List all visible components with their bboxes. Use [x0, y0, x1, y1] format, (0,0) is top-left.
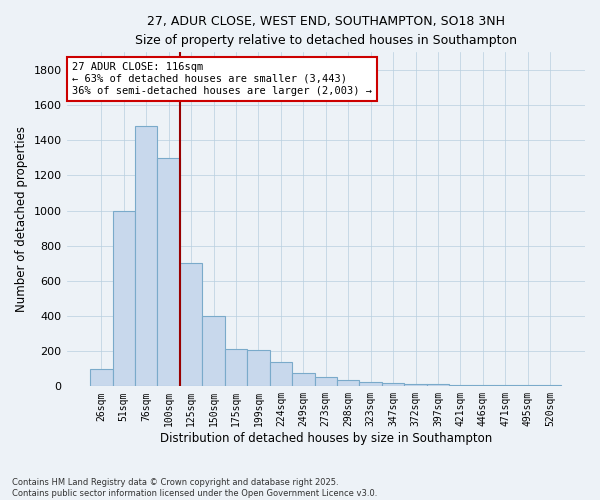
Bar — [180, 264, 202, 386]
Bar — [202, 316, 225, 386]
Bar — [135, 126, 157, 386]
Bar — [404, 384, 427, 386]
Bar — [337, 380, 359, 386]
Text: Contains HM Land Registry data © Crown copyright and database right 2025.
Contai: Contains HM Land Registry data © Crown c… — [12, 478, 377, 498]
Bar — [314, 376, 337, 386]
Bar — [292, 373, 314, 386]
Bar — [472, 385, 494, 386]
Bar — [449, 385, 472, 386]
Bar — [359, 382, 382, 386]
X-axis label: Distribution of detached houses by size in Southampton: Distribution of detached houses by size … — [160, 432, 492, 445]
Title: 27, ADUR CLOSE, WEST END, SOUTHAMPTON, SO18 3NH
Size of property relative to det: 27, ADUR CLOSE, WEST END, SOUTHAMPTON, S… — [135, 15, 517, 47]
Bar — [247, 350, 269, 386]
Bar — [539, 384, 562, 386]
Bar — [427, 384, 449, 386]
Bar — [113, 210, 135, 386]
Bar — [90, 369, 113, 386]
Text: 27 ADUR CLOSE: 116sqm
← 63% of detached houses are smaller (3,443)
36% of semi-d: 27 ADUR CLOSE: 116sqm ← 63% of detached … — [72, 62, 372, 96]
Bar — [225, 350, 247, 387]
Bar — [157, 158, 180, 386]
Y-axis label: Number of detached properties: Number of detached properties — [15, 126, 28, 312]
Bar — [382, 383, 404, 386]
Bar — [269, 362, 292, 386]
